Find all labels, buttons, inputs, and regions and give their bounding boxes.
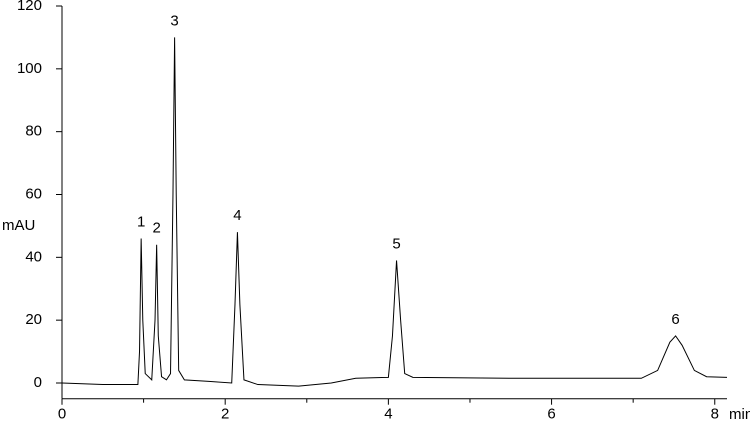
- x-tick-label: 4: [384, 406, 392, 423]
- y-axis-label: mAU: [2, 217, 35, 234]
- y-tick-label: 60: [25, 185, 42, 202]
- y-tick-label: 40: [25, 248, 42, 265]
- peak-label: 4: [233, 207, 241, 224]
- y-tick-label: 80: [25, 123, 42, 140]
- x-tick-label: 8: [711, 406, 719, 423]
- x-tick-label: 2: [221, 406, 229, 423]
- x-tick-label: 0: [58, 406, 66, 423]
- y-tick-label: 100: [17, 60, 42, 77]
- y-tick-label: 120: [17, 0, 42, 14]
- x-axis-label: min: [729, 406, 750, 423]
- chromatogram-line: [61, 37, 728, 387]
- peak-label: 3: [170, 12, 178, 29]
- y-tick-label: 20: [25, 311, 42, 328]
- peak-label: 5: [392, 235, 400, 252]
- peak-label: 6: [671, 311, 679, 328]
- peak-label: 1: [137, 213, 145, 230]
- y-tick-label: 0: [34, 374, 42, 391]
- x-tick-label: 6: [547, 406, 555, 423]
- peak-label: 2: [152, 220, 160, 237]
